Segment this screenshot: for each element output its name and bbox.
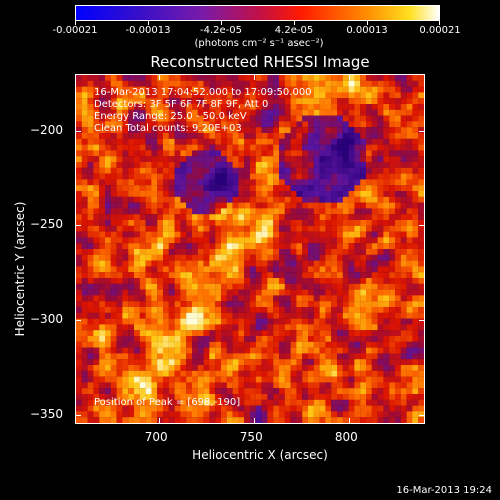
x-tick [158, 74, 160, 80]
colorbar-tick-label: -0.00013 [125, 25, 171, 36]
peak-position-annotation: Position of Peak = [698,-190] [94, 397, 241, 408]
y-tick [75, 225, 81, 227]
x-tick [158, 418, 160, 424]
colorbar-tick [294, 21, 295, 25]
colorbar-tick-label: 0.00021 [419, 25, 461, 36]
x-tick [348, 74, 350, 80]
y-tick-label: −300 [30, 311, 63, 326]
x-tick [348, 418, 350, 424]
y-axis-label: Heliocentric Y (arcsec) [13, 201, 27, 337]
energy-range-annotation: Energy Range: 25.0 - 50.0 keV [94, 111, 247, 122]
time-range-annotation: 16-Mar-2013 17:04:52.000 to 17:09:50.000 [94, 87, 312, 98]
y-tick [75, 319, 81, 321]
x-tick [253, 74, 255, 80]
x-axis-label: Heliocentric X (arcsec) [192, 448, 328, 462]
colorbar-tick [221, 21, 222, 25]
y-tick [419, 225, 425, 227]
y-tick [419, 319, 425, 321]
x-tick-label: 700 [144, 430, 168, 444]
y-tick [75, 130, 81, 132]
colorbar-tick [75, 21, 76, 25]
y-tick [75, 414, 81, 416]
colorbar [75, 5, 440, 21]
plot-timestamp: 16-Mar-2013 19:24 [396, 485, 492, 496]
colorbar-tick-label: 0.00013 [346, 25, 388, 36]
y-tick-label: −250 [30, 217, 63, 232]
chart-title: Reconstructed RHESSI Image [150, 53, 370, 71]
colorbar-tick-label: 4.2e-05 [274, 25, 314, 36]
clean-counts-annotation: Clean Total counts: 9.20E+03 [94, 123, 242, 134]
detectors-annotation: Detectors: 3F 5F 6F 7F 8F 9F, Att 0 [94, 99, 269, 110]
y-tick [419, 130, 425, 132]
colorbar-units: (photons cm⁻² s⁻¹ asec⁻²) [194, 38, 324, 49]
plot-area: 16-Mar-2013 17:04:52.000 to 17:09:50.000… [75, 74, 425, 424]
colorbar-tick-label: -4.2e-05 [200, 25, 242, 36]
colorbar-tick [439, 21, 440, 25]
y-tick [419, 414, 425, 416]
y-tick-label: −200 [30, 122, 63, 137]
colorbar-tick [367, 21, 368, 25]
colorbar-tick-label: -0.00021 [52, 25, 98, 36]
x-tick-label: 800 [334, 430, 358, 444]
x-tick-label: 750 [239, 430, 263, 444]
y-tick-label: −350 [30, 406, 63, 421]
heatmap-image [76, 75, 424, 423]
colorbar-tick [148, 21, 149, 25]
x-tick [253, 418, 255, 424]
